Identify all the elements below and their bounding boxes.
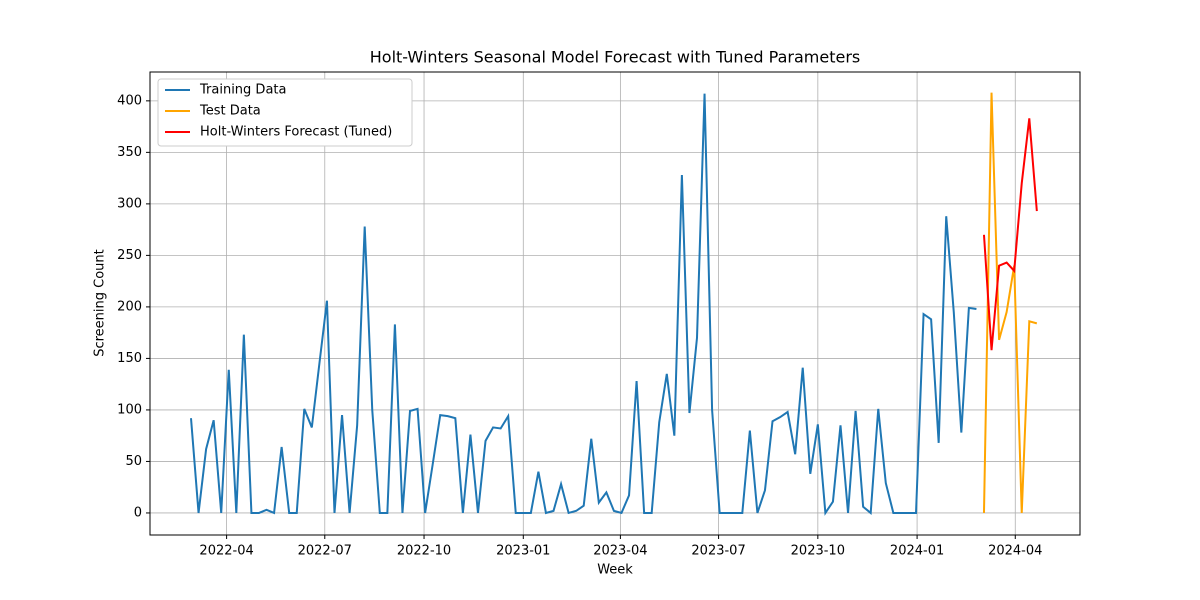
y-tick-label: 250 [117, 248, 142, 263]
series-line [982, 92, 1038, 513]
x-tick-label: 2023-07 [691, 544, 745, 559]
plot-frame [149, 71, 1081, 536]
y-tick-label: 0 [134, 505, 142, 520]
legend-label: Training Data [199, 83, 286, 98]
y-tick-label: 300 [117, 196, 142, 211]
y-axis-label: Screening Count [93, 249, 108, 357]
x-tick-label: 2023-04 [593, 544, 647, 559]
chart-title: Holt-Winters Seasonal Model Forecast wit… [370, 48, 860, 67]
x-tick-label: 2022-04 [199, 544, 253, 559]
legend-box [157, 78, 413, 147]
series-line [190, 93, 977, 516]
y-tick-label: 150 [117, 351, 142, 366]
series-line [982, 118, 1038, 351]
x-tick-label: 2022-10 [397, 544, 451, 559]
x-tick-label: 2024-01 [890, 544, 944, 559]
x-tick-label: 2023-01 [496, 544, 550, 559]
y-tick-label: 100 [117, 402, 142, 417]
y-tick-label: 50 [125, 454, 142, 469]
legend-label: Test Data [199, 104, 261, 119]
x-axis-label: Week [597, 563, 633, 578]
legend-label: Holt-Winters Forecast (Tuned) [200, 125, 392, 140]
y-tick-label: 400 [117, 93, 142, 108]
x-tick-label: 2023-10 [791, 544, 845, 559]
x-tick-label: 2022-07 [298, 544, 352, 559]
x-tick-label: 2024-04 [988, 544, 1042, 559]
legend: Training Data Test Data Holt-Winters Forec… [157, 78, 413, 147]
y-tick-label: 350 [117, 145, 142, 160]
y-tick-label: 200 [117, 299, 142, 314]
